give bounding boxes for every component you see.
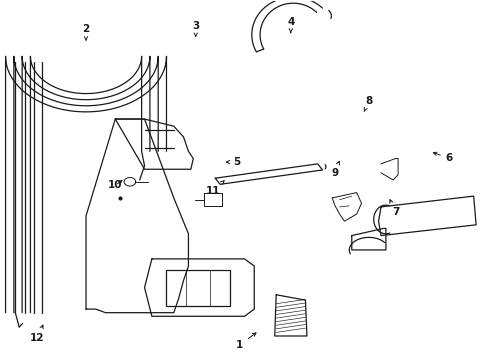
Text: 9: 9 [330, 161, 339, 178]
Text: 8: 8 [364, 96, 372, 112]
Text: 12: 12 [30, 325, 44, 343]
Text: 4: 4 [286, 17, 294, 33]
Text: 11: 11 [205, 181, 224, 196]
Text: 1: 1 [236, 333, 256, 350]
Text: 3: 3 [192, 21, 199, 37]
Text: 10: 10 [108, 180, 122, 190]
Text: 2: 2 [82, 24, 89, 40]
Text: 5: 5 [226, 157, 240, 167]
Text: 6: 6 [432, 152, 452, 163]
Text: 7: 7 [389, 200, 399, 217]
